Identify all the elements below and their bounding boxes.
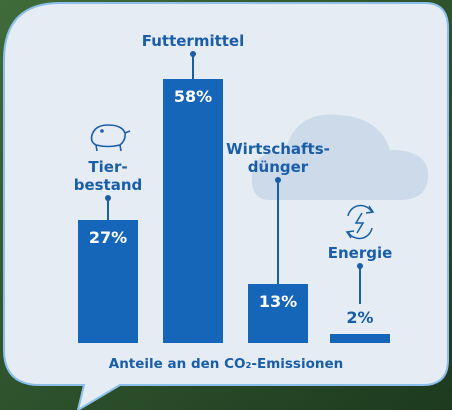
bar (330, 334, 390, 343)
category-label: Wirtschafts- dünger (226, 140, 330, 176)
connector-dot (105, 195, 111, 201)
connector (107, 198, 109, 220)
background (0, 0, 452, 410)
value-label: 58% (174, 87, 212, 106)
connector (277, 180, 279, 284)
connector (192, 54, 194, 79)
chart-title: Anteile an den CO₂-Emissionen (109, 356, 344, 372)
connector (359, 266, 361, 304)
category-label: Futtermittel (142, 32, 245, 50)
category-label: Tier- bestand (74, 158, 143, 194)
category-label: Energie (328, 244, 393, 262)
connector-dot (190, 51, 196, 57)
connector-dot (275, 177, 281, 183)
value-label: 2% (346, 308, 373, 327)
connector-dot (357, 263, 363, 269)
value-label: 27% (89, 228, 127, 247)
value-label: 13% (259, 292, 297, 311)
bar (163, 79, 223, 343)
speech-bubble (4, 3, 448, 410)
infographic: Anteile an den CO₂-Emissionen Tier- best… (0, 0, 452, 410)
